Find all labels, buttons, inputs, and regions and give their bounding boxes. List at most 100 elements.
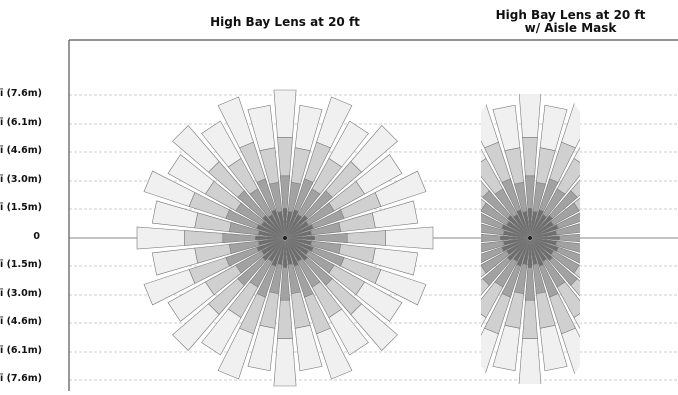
spoke-zone-core — [529, 211, 538, 236]
spoke-zone-outer — [481, 327, 499, 380]
y-axis-label: ī (3.0m) — [0, 288, 42, 299]
spoke-zone-inner — [311, 232, 348, 244]
spoke-zone-inner — [222, 232, 259, 244]
spoke-zone-core — [267, 214, 285, 237]
spoke-zone-middle — [434, 193, 477, 220]
spoke-zone-outer — [518, 94, 542, 138]
fixture-center — [282, 235, 288, 241]
spoke-zone-core — [503, 230, 528, 239]
spoke-zone-outer — [481, 120, 487, 168]
spoke-zone-core — [258, 230, 283, 239]
coverage-pattern-full — [136, 89, 434, 387]
spoke-zone-core — [286, 220, 309, 238]
spoke-zone-outer — [617, 201, 663, 228]
spoke-zone-core — [532, 224, 559, 238]
spoke-zone-middle — [522, 296, 538, 339]
spoke-zone-core — [271, 209, 285, 236]
fixture-center — [527, 235, 533, 241]
spoke-zone-core — [285, 239, 303, 262]
spoke-zone-core — [261, 238, 284, 256]
spoke-zone-core — [285, 214, 303, 237]
spoke-zone-middle — [434, 257, 477, 284]
spoke-zone-middle — [277, 296, 293, 339]
spoke-zone-middle — [277, 137, 293, 180]
spoke-zone-core — [506, 238, 529, 256]
spoke-zone-core — [507, 215, 529, 237]
spoke-zone-outer — [273, 338, 297, 387]
spoke-zone-core — [501, 224, 528, 238]
spoke-zone-outer — [620, 171, 671, 206]
y-axis-label: ī (4.6m) — [0, 145, 42, 156]
spoke-zone-outer — [481, 96, 499, 149]
coverage-pattern-aisle-mask — [418, 94, 671, 384]
spoke-zone-core — [256, 238, 283, 252]
spoke-zone-core — [284, 211, 293, 236]
spoke-zone-core — [507, 239, 529, 261]
y-axis-label: ī (1.5m) — [0, 202, 42, 213]
spoke-zone-core — [285, 209, 299, 236]
y-axis-label: ī (6.1m) — [0, 345, 42, 356]
spoke-zone-core — [286, 238, 309, 256]
spoke-zone-core — [530, 214, 548, 237]
spoke-zone-core — [287, 224, 314, 238]
spoke-zone-core — [532, 238, 559, 252]
spoke-zone-outer — [617, 248, 663, 275]
spoke-zone-outer — [601, 282, 647, 322]
y-axis-label: ī (1.5m) — [0, 259, 42, 270]
spoke-zone-core — [532, 230, 557, 239]
spoke-zone-core — [522, 211, 531, 236]
spoke-zone-outer — [385, 226, 434, 250]
spoke-zone-outer — [561, 327, 580, 380]
spoke-zone-middle — [583, 193, 626, 220]
y-axis-label: 0 — [33, 231, 40, 242]
spoke-zone-core — [261, 220, 284, 238]
spoke-zone-middle — [583, 257, 626, 284]
spoke-zone-core — [532, 237, 557, 246]
axes — [68, 39, 678, 391]
spoke-zone-core — [262, 215, 284, 237]
spoke-zone-core — [529, 240, 538, 265]
spoke-zone-middle — [440, 244, 479, 263]
spoke-zone-core — [531, 220, 554, 238]
spoke-zone-core — [530, 209, 544, 236]
spoke-zone-outer — [481, 308, 487, 356]
spoke-zone-core — [516, 209, 530, 236]
spoke-zone-core — [500, 235, 528, 241]
spoke-zone-core — [532, 235, 560, 241]
spoke-zone-core — [501, 238, 528, 252]
spoke-zone-middle — [184, 230, 227, 246]
spoke-zone-inner — [524, 175, 536, 212]
spoke-zone-core — [531, 238, 554, 256]
spoke-zone-core — [277, 240, 286, 265]
spoke-zone-core — [527, 240, 533, 268]
spoke-zone-middle — [522, 137, 538, 180]
spoke-zone-core — [284, 240, 293, 265]
spoke-zone-core — [258, 237, 283, 246]
spoke-zone-outer — [418, 126, 465, 173]
y-axis-label: ī (7.6m) — [0, 88, 42, 99]
spoke-zone-core — [256, 224, 283, 238]
spoke-zone-core — [262, 239, 284, 261]
spoke-zone-outer — [561, 96, 580, 149]
spoke-zone-core — [282, 240, 288, 268]
spoke-zone-core — [287, 230, 312, 239]
spoke-zone-inner — [279, 264, 291, 301]
spoke-zone-core — [530, 240, 544, 267]
spoke-zone-middle — [343, 230, 386, 246]
y-axis-label: ī (3.0m) — [0, 174, 42, 185]
spoke-zone-outer — [596, 126, 643, 173]
spoke-zone-inner — [524, 264, 536, 301]
spoke-zone-core — [271, 240, 285, 267]
title-right-line2: w/ Aisle Mask — [524, 21, 617, 35]
spoke-zone-core — [277, 211, 286, 236]
spoke-zone-core — [522, 240, 531, 265]
spoke-zone-inner — [279, 175, 291, 212]
spoke-zone-middle — [581, 244, 620, 263]
spoke-zone-core — [286, 215, 308, 237]
y-axis-label: ī (4.6m) — [0, 316, 42, 327]
spoke-zone-outer — [136, 226, 185, 250]
spoke-zone-outer — [620, 270, 671, 305]
spoke-zone-core — [285, 240, 299, 267]
